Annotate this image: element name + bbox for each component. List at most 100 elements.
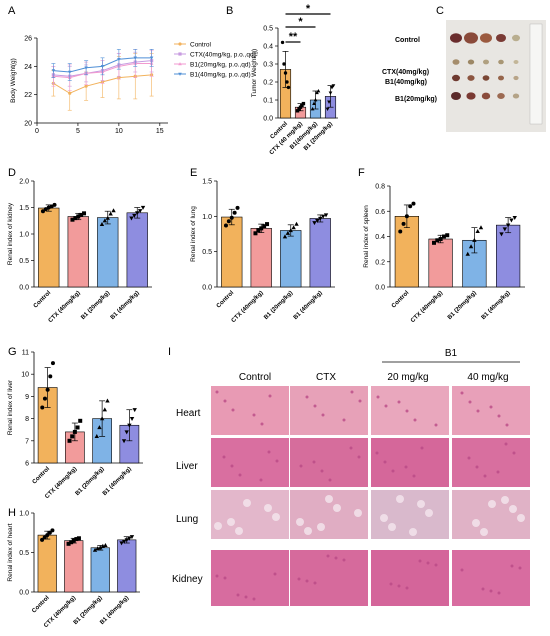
tissue-feature (230, 464, 234, 468)
data-point (117, 57, 121, 62)
y-tick-label: 0.0 (19, 590, 29, 597)
data-point (282, 234, 288, 239)
y-tick-label: 7 (25, 438, 29, 445)
bar-1 (67, 216, 89, 288)
legend-marker-3 (178, 72, 182, 76)
tissue-feature (320, 469, 324, 473)
tissue-feature (214, 522, 222, 530)
histology-tile (290, 438, 368, 487)
tissue-feature (426, 561, 430, 565)
bar-0 (38, 207, 60, 288)
x-tick-label: 5 (76, 128, 80, 135)
y-tick-label: 24 (24, 64, 32, 71)
tissue-feature (236, 593, 240, 597)
tumor-specimen (466, 92, 476, 100)
x-tick-label: 10 (115, 128, 123, 135)
y-axis-title: Renal index of lung (190, 206, 197, 262)
tissue-feature (252, 597, 256, 601)
tumor-specimens (450, 32, 520, 100)
tissue-feature (375, 451, 379, 455)
y-tick-label: 0.5 (19, 550, 29, 557)
data-point (121, 539, 127, 544)
tissue-feature (264, 504, 272, 512)
histology-tile (211, 386, 289, 435)
tissue-feature (496, 470, 500, 474)
data-point (465, 251, 470, 256)
data-point (330, 86, 334, 90)
data-point (69, 540, 74, 545)
data-point (325, 107, 330, 112)
tissue-feature (244, 595, 248, 599)
tissue-feature (334, 556, 338, 560)
data-point (327, 100, 331, 104)
data-point (298, 105, 303, 109)
photo-background (446, 20, 546, 132)
y-tick-label: 6 (25, 461, 29, 468)
data-point (291, 225, 296, 230)
tissue-feature (222, 455, 226, 459)
tissue-feature (509, 505, 517, 513)
bar-1 (64, 540, 84, 593)
data-point (253, 231, 258, 236)
data-point (445, 233, 450, 238)
x-category-label-0: Control (216, 290, 236, 310)
histology-row-label-0: Heart (176, 408, 201, 419)
tissue-feature (326, 554, 330, 558)
data-point (323, 213, 329, 218)
y-tick-label: 1.5 (202, 179, 212, 186)
data-point (301, 101, 306, 106)
tumor-specimen (512, 34, 520, 42)
legend-label-0: Control (190, 42, 212, 49)
legend-marker-1 (178, 52, 182, 56)
x-category-label-3: B1 (40mg/kg) (293, 290, 324, 321)
tissue-feature (313, 404, 317, 408)
data-point (133, 56, 138, 60)
x-category-label-0: Control (391, 290, 411, 310)
data-point (441, 234, 446, 239)
tissue-feature (420, 446, 424, 450)
tissue-feature (489, 405, 493, 409)
tissue-feature (505, 423, 509, 427)
data-point (404, 214, 409, 219)
data-point (68, 91, 72, 95)
data-point (75, 425, 80, 430)
tissue-feature (404, 465, 408, 469)
data-point (40, 405, 45, 410)
data-point (478, 225, 484, 230)
data-point (124, 538, 129, 543)
panel-letter-c: C (436, 5, 444, 17)
tissue-feature (472, 519, 480, 527)
data-point (313, 97, 318, 102)
data-point (119, 541, 124, 546)
x-category-label-0: Control (31, 595, 51, 615)
data-point (294, 221, 299, 226)
tissue-feature (475, 465, 479, 469)
data-point (312, 221, 317, 226)
tissue-feature (272, 513, 280, 521)
panel-letter-e: E (190, 167, 197, 179)
tissue-feature (268, 394, 272, 398)
tissue-feature (497, 414, 501, 418)
tumor-specimen (464, 32, 478, 44)
y-tick-label: 1.0 (19, 232, 29, 239)
tissue-feature (384, 404, 388, 408)
lung-index-bar-chart: 0.0 0.5 1.0 1.5 Renal index of lung ControlCT… (190, 179, 335, 324)
data-point (67, 70, 72, 74)
data-point (499, 232, 504, 237)
tumor-specimen (480, 33, 492, 43)
data-point (438, 237, 443, 242)
tumor-specimen (512, 93, 520, 99)
x-category-label-3: B1 (40mg/kg) (99, 595, 130, 626)
data-point (132, 408, 137, 413)
data-point (105, 215, 110, 220)
data-point (475, 229, 480, 234)
data-point (328, 91, 333, 95)
data-point (468, 244, 474, 249)
data-point (283, 71, 288, 75)
tissue-feature (342, 418, 346, 422)
tissue-feature (358, 399, 362, 403)
tissue-feature (350, 390, 354, 394)
data-point (74, 537, 79, 542)
photo-row-label-0: Control (395, 37, 420, 44)
data-point (45, 387, 50, 392)
